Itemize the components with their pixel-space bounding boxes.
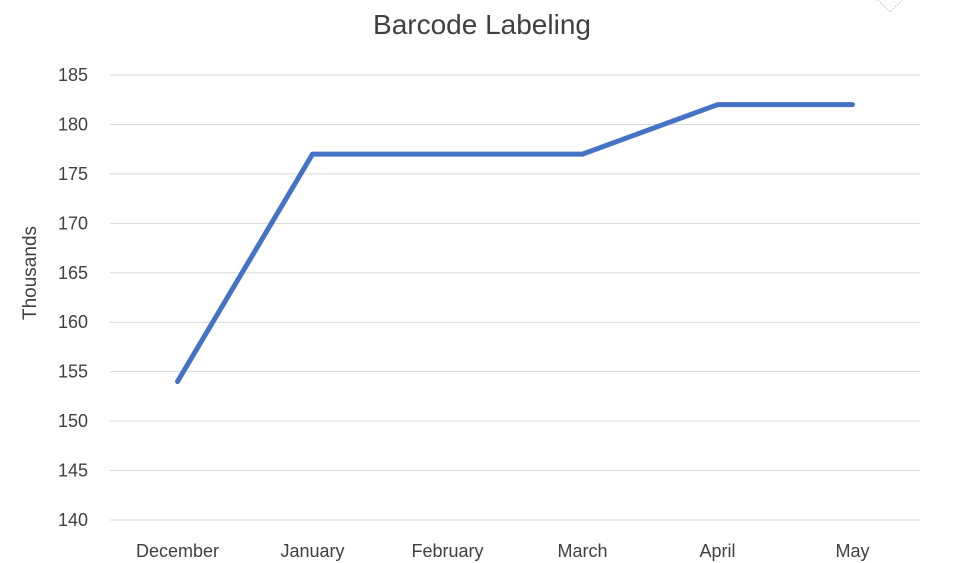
x-tick-label: December: [136, 541, 219, 561]
y-tick-label: 150: [58, 411, 88, 431]
y-axis-ticks: 140 145 150 155 160 165 170 175 180 185: [58, 65, 88, 530]
y-tick-label: 160: [58, 312, 88, 332]
y-tick-label: 140: [58, 510, 88, 530]
series-group: [175, 102, 855, 385]
gridlines: [110, 74, 920, 521]
x-tick-label: March: [557, 541, 607, 561]
y-tick-label: 165: [58, 263, 88, 283]
series-line: [175, 102, 855, 385]
y-tick-label: 170: [58, 213, 88, 233]
x-tick-label: January: [280, 541, 344, 561]
x-axis-ticks: December January February March April May: [136, 541, 870, 561]
y-axis-label: Thousands: [20, 226, 41, 320]
x-tick-label: April: [699, 541, 735, 561]
y-tick-label: 185: [58, 65, 88, 85]
x-tick-label: February: [411, 541, 483, 561]
y-tick-label: 145: [58, 461, 88, 481]
x-tick-label: May: [835, 541, 869, 561]
y-tick-label: 155: [58, 362, 88, 382]
chart-title: Barcode Labeling: [373, 9, 591, 40]
y-tick-label: 175: [58, 164, 88, 184]
y-tick-label: 180: [58, 114, 88, 134]
resize-handle-icon[interactable]: [877, 0, 903, 13]
